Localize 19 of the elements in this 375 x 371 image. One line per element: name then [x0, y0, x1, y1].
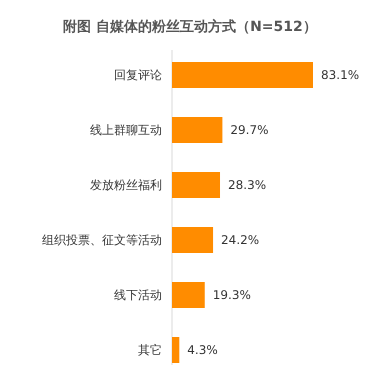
data-label: 24.2% [221, 233, 260, 248]
bar [172, 337, 180, 363]
chart-title: 附图 自媒体的粉丝互动方式（N=512） [63, 18, 317, 35]
bar [172, 282, 205, 308]
bar [172, 62, 313, 88]
data-label: 19.3% [212, 288, 251, 302]
y-tick-label: 其它 [138, 343, 162, 358]
y-tick-label: 组织投票、征文等活动 [42, 233, 162, 248]
bar [172, 227, 214, 253]
data-label: 83.1% [321, 68, 360, 82]
bar [172, 172, 220, 198]
y-tick-label: 发放粉丝福利 [90, 178, 162, 192]
data-label: 28.3% [228, 178, 266, 192]
bar [172, 117, 222, 143]
data-label: 4.3% [187, 343, 218, 358]
y-tick-label: 线下活动 [114, 288, 162, 302]
y-tick-label: 线上群聊互动 [90, 123, 162, 138]
data-label: 29.7% [230, 123, 269, 138]
y-tick-label: 回复评论 [114, 68, 162, 82]
